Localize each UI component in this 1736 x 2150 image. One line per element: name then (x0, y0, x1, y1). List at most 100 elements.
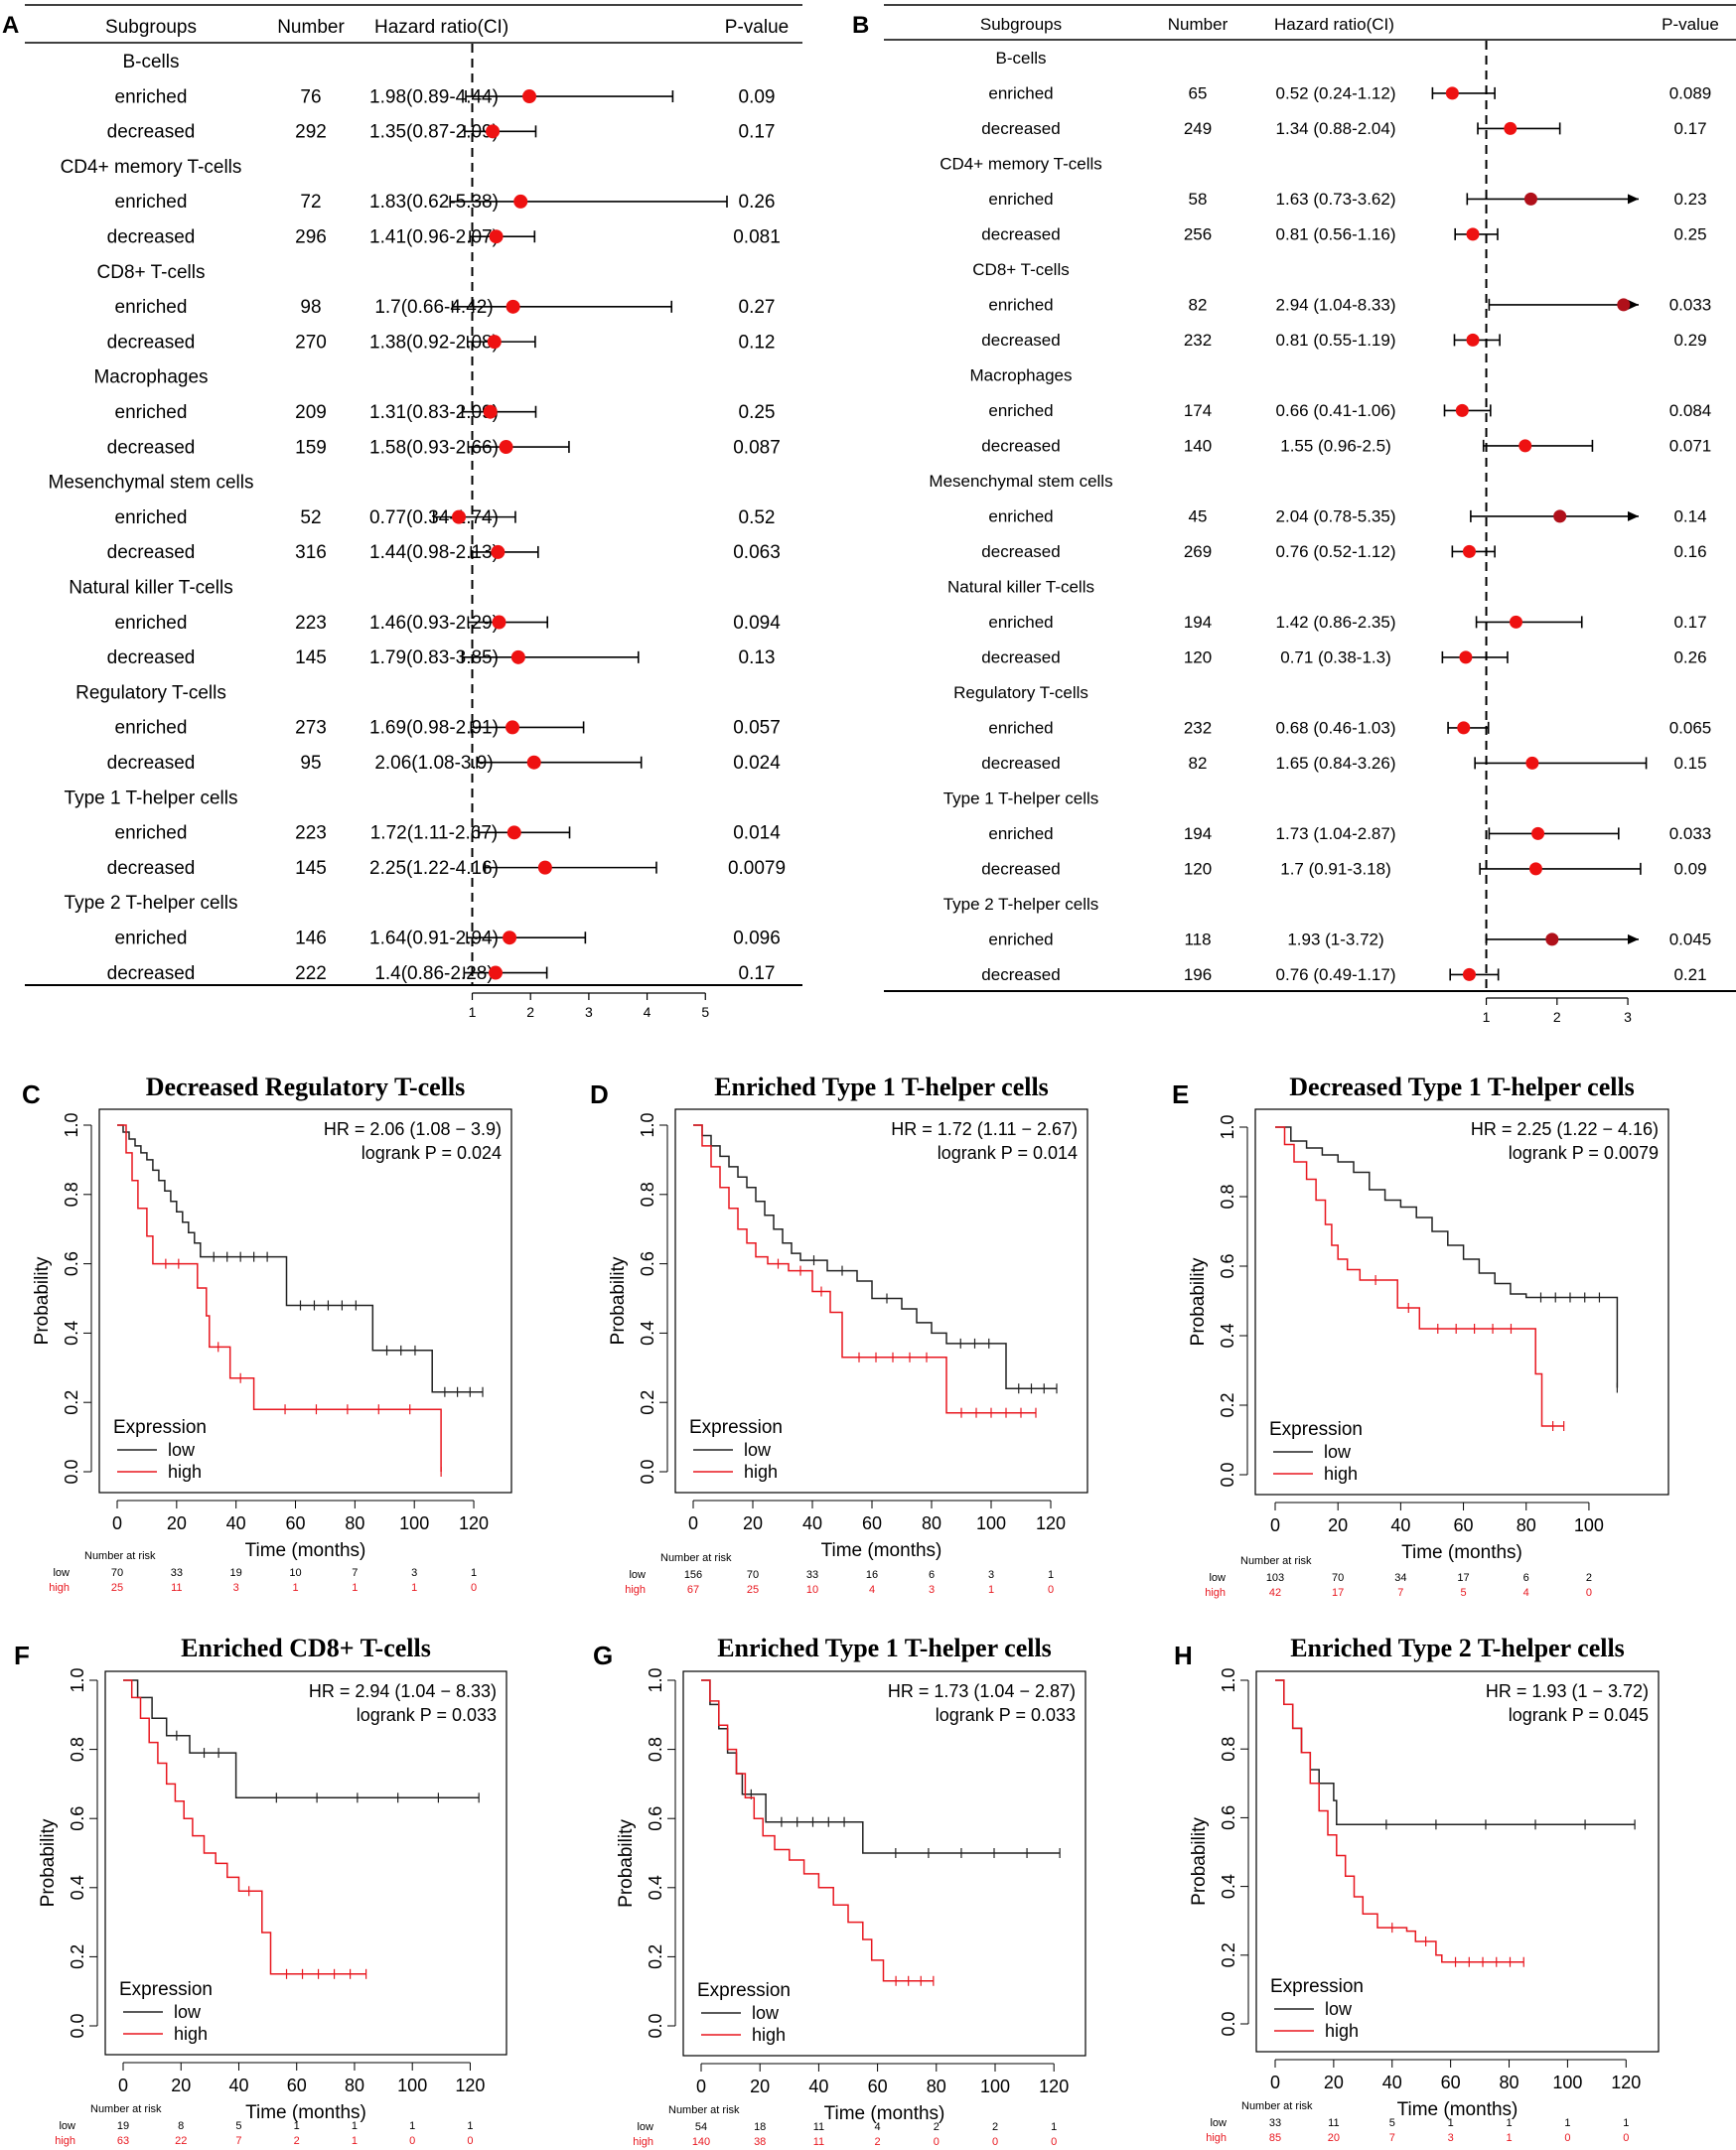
forest-row-p: 0.033 (1669, 296, 1712, 315)
km-legend-label-high: high (752, 2025, 786, 2045)
forest-row-ci: 1.38(0.92-2.08) (369, 332, 499, 353)
km-logrank-text: logrank P = 0.033 (936, 1705, 1076, 1725)
km-risk-high: 17 (1332, 1587, 1344, 1599)
forest-row-p: 0.09 (1673, 860, 1706, 879)
km-risk-low: 1 (294, 2120, 300, 2132)
km-plot-frame (682, 1670, 1086, 2057)
km-risk-high: 67 (687, 1584, 699, 1596)
km-x-tick-label: 20 (1328, 1515, 1348, 1535)
km-risk-row-label-high: high (55, 2135, 75, 2147)
forest-hr-point (503, 931, 517, 945)
km-risk-high: 0 (471, 1582, 477, 1594)
km-risk-low: 11 (813, 2121, 824, 2133)
forest-row-number: 159 (295, 437, 327, 458)
km-risk-low: 17 (1457, 1572, 1469, 1584)
km-risk-high: 25 (747, 1584, 759, 1596)
km-x-tick-label: 40 (228, 2076, 248, 2095)
km-x-tick-label: 60 (868, 2077, 888, 2096)
forest-row-ci: 0.52 (0.24-1.12) (1276, 84, 1396, 103)
km-x-tick-label: 20 (171, 2076, 191, 2095)
km-risk-title: Number at risk (660, 1552, 732, 1564)
forest-ci-arrow (1628, 510, 1639, 521)
forest-row-ci: 0.76 (0.52-1.12) (1276, 542, 1396, 561)
km-risk-low: 54 (695, 2121, 707, 2133)
forest-row-ci: 1.7(0.66-4.42) (374, 297, 493, 318)
forest-hr-point (1457, 721, 1471, 735)
km-risk-low: 5 (235, 2120, 241, 2132)
forest-row-p: 0.27 (739, 297, 776, 318)
forest-row-label: decreased (981, 331, 1060, 350)
km-y-axis-label: Probability (38, 1818, 59, 1907)
km-hr-text: HR = 2.94 (1.04 − 8.33) (309, 1681, 497, 1701)
km-risk-low: 11 (1328, 2117, 1339, 2129)
km-risk-high: 0 (1051, 2136, 1057, 2148)
forest-hr-point (1531, 826, 1545, 840)
km-x-tick-label: 40 (802, 1513, 822, 1533)
km-risk-high: 0 (1586, 1587, 1592, 1599)
km-panel-h: H Enriched Type 2 T-helper cells 0.0 0.2 0.4… (1174, 1634, 1660, 2144)
km-y-tick-label: 0.6 (646, 1806, 665, 1831)
forest-row-p: 0.057 (733, 718, 781, 739)
km-risk-low: 10 (289, 1567, 301, 1579)
forest-row-p: 0.17 (1673, 613, 1706, 632)
km-risk-low: 18 (754, 2121, 766, 2133)
km-panel-d: D Enriched Type 1 T-helper cells 0.0 0.2 0.4… (590, 1073, 1088, 1596)
km-y-tick-label: 0.0 (1219, 2011, 1238, 2036)
forest-x-tick-label: 3 (1624, 1009, 1632, 1025)
km-risk-low: 3 (988, 1569, 994, 1581)
forest-row-label: enriched (115, 192, 188, 213)
km-risk-high: 0 (1564, 2132, 1570, 2144)
km-x-tick-label: 120 (455, 2076, 485, 2095)
km-x-axis-label: Time (months) (1401, 1542, 1522, 1563)
km-x-tick-label: 120 (1611, 2073, 1641, 2092)
km-hr-text: HR = 1.73 (1.04 − 2.87) (888, 1681, 1076, 1701)
km-legend-title: Expression (113, 1417, 207, 1438)
km-curve-high (117, 1124, 442, 1472)
km-legend-title: Expression (1269, 1419, 1363, 1440)
forest-ci-arrow (1628, 933, 1639, 944)
forest-row-number: 223 (295, 823, 327, 844)
forest-hr-point (492, 615, 506, 630)
forest-row-label: enriched (115, 929, 188, 949)
forest-row-number: 296 (295, 227, 327, 248)
km-risk-low: 33 (1269, 2117, 1281, 2129)
forest-row-p: 0.26 (739, 192, 776, 213)
km-legend-title: Expression (697, 1980, 791, 2001)
km-risk-high: 4 (869, 1584, 875, 1596)
forest-hr-point (486, 124, 501, 139)
km-y-tick-label: 0.0 (646, 2013, 665, 2038)
forest-row-label: decreased (107, 227, 196, 248)
km-title: Decreased Type 1 T-helper cells (1289, 1073, 1635, 1101)
km-y-tick-label: 0.8 (68, 1737, 87, 1762)
forest-row-ci: 1.41(0.96-2.07) (369, 227, 499, 248)
forest-row-number: 232 (1184, 331, 1212, 350)
header-subgroups-b: Subgroups (980, 15, 1062, 34)
forest-row-p: 0.081 (733, 227, 781, 248)
forest-group-label: Type 2 T-helper cells (65, 893, 238, 914)
km-risk-low: 1 (1564, 2117, 1570, 2129)
panel-letter-f: F (14, 1641, 30, 1670)
km-y-tick-label: 0.8 (1218, 1184, 1237, 1209)
forest-row-p: 0.15 (1673, 754, 1706, 773)
forest-x-tick-label: 3 (585, 1004, 593, 1020)
forest-row-ci: 1.55 (0.96-2.5) (1280, 437, 1391, 456)
km-x-tick-label: 0 (1270, 1515, 1280, 1535)
km-risk-high: 63 (117, 2135, 129, 2147)
forest-group-label: CD8+ T-cells (972, 260, 1069, 279)
km-legend-label-high: high (744, 1462, 778, 1482)
km-curve-low (1275, 1126, 1619, 1388)
km-logrank-text: logrank P = 0.0079 (1509, 1143, 1659, 1163)
km-risk-title: Number at risk (1240, 1555, 1312, 1567)
forest-hr-point (499, 440, 513, 455)
forest-row-ci: 2.06(1.08-3.9) (374, 753, 493, 774)
km-risk-low: 1 (467, 2120, 473, 2132)
header-p-a: P-value (725, 17, 789, 38)
km-risk-row-label-low: low (59, 2120, 75, 2132)
km-y-tick-label: 0.8 (1219, 1737, 1238, 1762)
km-title: Enriched Type 2 T-helper cells (1290, 1634, 1625, 1662)
km-x-tick-label: 80 (1517, 1515, 1536, 1535)
forest-group-label: CD4+ memory T-cells (61, 157, 242, 178)
forest-group-label: Type 2 T-helper cells (943, 895, 1099, 914)
km-risk-row-label-high: high (625, 1584, 646, 1596)
